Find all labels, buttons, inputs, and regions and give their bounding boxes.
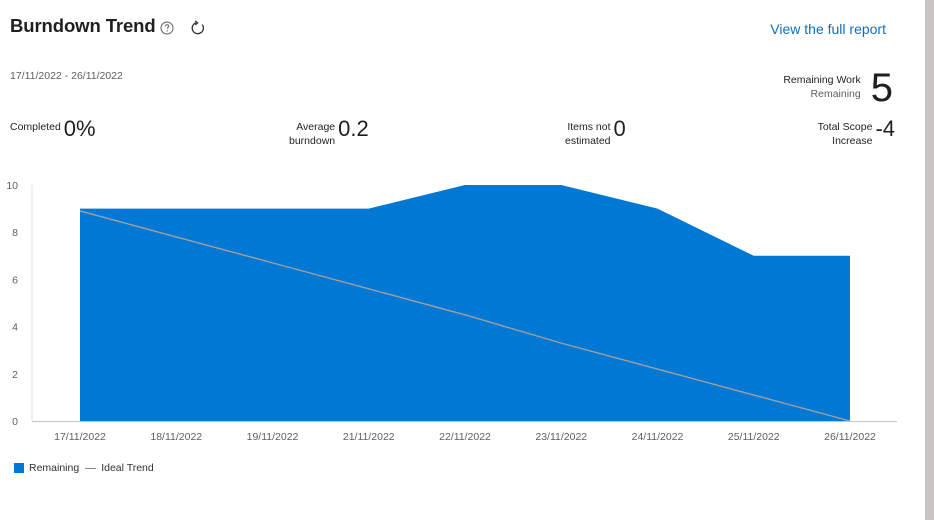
- average-burndown-label-group: Average burndown: [289, 118, 335, 148]
- legend-ideal-swatch: [85, 467, 97, 469]
- total-scope-label-1: Total Scope: [817, 121, 873, 133]
- widget-title: Burndown Trend: [10, 15, 156, 36]
- total-scope-increase-value: -4: [875, 116, 895, 141]
- x-tick-label: 18/11/2022: [150, 431, 202, 443]
- x-tick-label: 19/11/2022: [247, 431, 299, 443]
- x-tick-label: 24/11/2022: [632, 431, 684, 443]
- items-not-estimated-label-2: estimated: [565, 135, 611, 147]
- total-scope-label-group: Total Scope Increase: [818, 118, 873, 148]
- remaining-area: [80, 185, 850, 421]
- x-tick-label: 21/11/2022: [343, 431, 395, 443]
- remaining-work-label: Remaining Work: [783, 74, 861, 86]
- total-scope-label-2: Increase: [832, 135, 873, 147]
- page-scrollbar[interactable]: [925, 0, 934, 520]
- date-range: 17/11/2022 - 26/11/2022: [10, 70, 123, 82]
- average-burndown-label-2: burndown: [289, 135, 336, 147]
- help-icon[interactable]: [158, 19, 176, 37]
- remaining-work-sublabel: Remaining: [810, 88, 861, 100]
- remaining-work-metric: Remaining Work Remaining 5: [783, 66, 893, 110]
- items-not-estimated-label-1: Items not: [567, 121, 611, 133]
- refresh-icon[interactable]: [189, 19, 207, 37]
- average-burndown-label-1: Average: [296, 121, 336, 133]
- items-not-estimated-metric: Items not estimated 0: [565, 118, 626, 148]
- legend-remaining-label: Remaining: [29, 462, 80, 474]
- x-tick-label: 26/11/2022: [824, 431, 876, 443]
- y-tick-label: 2: [12, 369, 18, 381]
- x-tick-label: 25/11/2022: [728, 431, 780, 443]
- completed-metric: Completed 0%: [10, 118, 96, 140]
- legend-remaining-swatch: [14, 463, 24, 473]
- remaining-work-label-group: Remaining Work Remaining: [783, 70, 860, 101]
- x-tick-label: 22/11/2022: [439, 431, 491, 443]
- burndown-chart: 0 2 4 6 8 10 17/11/2022 18/11/2022 19/11/2022 21/…: [6, 180, 897, 443]
- average-burndown-metric: Average burndown 0.2: [289, 118, 369, 148]
- legend-ideal-label: Ideal Trend: [101, 462, 154, 474]
- chart-legend: Remaining Ideal Trend: [14, 462, 154, 474]
- view-full-report-link[interactable]: View the full report: [770, 21, 886, 37]
- items-not-estimated-value: 0: [613, 116, 626, 141]
- y-tick-label: 0: [12, 416, 18, 428]
- completed-value: 0%: [63, 116, 96, 141]
- x-tick-label: 23/11/2022: [535, 431, 587, 443]
- y-tick-label: 8: [12, 227, 18, 239]
- completed-label: Completed: [10, 121, 61, 133]
- items-not-estimated-label-group: Items not estimated: [565, 118, 611, 148]
- y-tick-label: 10: [6, 180, 18, 192]
- remaining-work-value: 5: [870, 66, 893, 110]
- total-scope-increase-metric: Total Scope Increase -4: [818, 118, 895, 148]
- y-tick-label: 6: [12, 274, 18, 286]
- x-tick-label: 17/11/2022: [54, 431, 106, 443]
- y-tick-label: 4: [12, 322, 18, 334]
- average-burndown-value: 0.2: [338, 116, 369, 141]
